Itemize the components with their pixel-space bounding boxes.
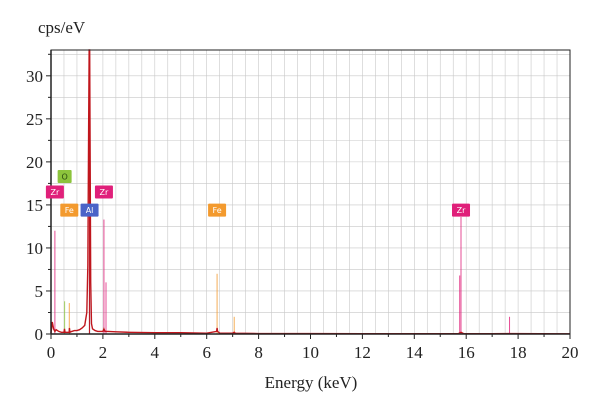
- y-tick-label: 25: [26, 110, 43, 129]
- element-label-box: [60, 203, 79, 217]
- x-tick-label: 16: [458, 343, 475, 362]
- element-label-box: [452, 203, 471, 217]
- x-tick-labels: 0 2 4 6 8 10 12 14 16 18 20: [47, 343, 579, 362]
- x-tick-label: 8: [254, 343, 263, 362]
- x-tick-label: 12: [354, 343, 371, 362]
- element-label-box: [80, 203, 99, 217]
- y-tick-label: 10: [26, 239, 43, 258]
- element-label-o: O: [57, 170, 72, 184]
- element-label-text: Zr: [51, 188, 60, 197]
- element-label-fe: Fe: [208, 203, 227, 217]
- y-tick-label: 15: [26, 196, 43, 215]
- element-label-box: [45, 185, 64, 199]
- element-label-text: Fe: [213, 206, 222, 215]
- x-tick-label: 2: [99, 343, 108, 362]
- element-label-text: Zr: [457, 206, 466, 215]
- axes: [46, 49, 571, 339]
- element-label-al: Al: [80, 203, 99, 217]
- element-label-fe: Fe: [60, 203, 79, 217]
- element-label-text: Zr: [100, 188, 109, 197]
- element-line-markers: [54, 216, 511, 334]
- element-label-text: O: [61, 173, 67, 182]
- x-tick-label: 18: [510, 343, 527, 362]
- element-label-box: [208, 203, 227, 217]
- element-label-zr: Zr: [45, 185, 64, 199]
- y-tick-labels: 0 5 10 15 20 25 30: [26, 67, 43, 344]
- y-tick-label: 0: [35, 325, 44, 344]
- x-tick-label: 10: [302, 343, 319, 362]
- element-label-text: Fe: [65, 206, 74, 215]
- y-tick-label: 5: [35, 282, 44, 301]
- element-label-zr: Zr: [452, 203, 471, 217]
- y-tick-label: 30: [26, 67, 43, 86]
- x-tick-label: 4: [151, 343, 160, 362]
- x-tick-label: 14: [406, 343, 424, 362]
- x-tick-label: 6: [202, 343, 211, 362]
- element-label-box: [57, 170, 72, 184]
- x-tick-label: 20: [562, 343, 579, 362]
- element-label-zr: Zr: [94, 185, 113, 199]
- element-label-text: Al: [86, 206, 94, 215]
- x-axis-title: Energy (keV): [265, 373, 358, 392]
- element-label-box: [94, 185, 113, 199]
- x-tick-label: 0: [47, 343, 56, 362]
- y-axis-title: cps/eV: [38, 18, 86, 37]
- main-peak: [88, 50, 90, 334]
- y-tick-label: 20: [26, 153, 43, 172]
- grid-lines: [51, 50, 571, 334]
